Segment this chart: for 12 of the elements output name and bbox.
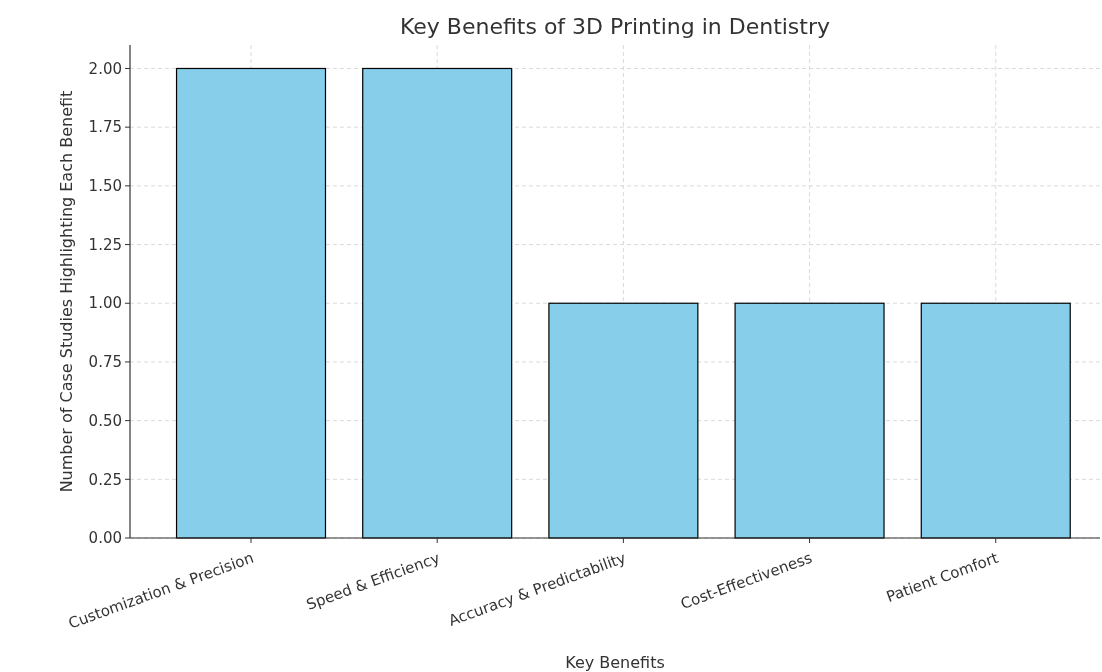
y-tick-label: 2.00 [88, 59, 122, 78]
x-axis-title: Key Benefits [565, 653, 665, 672]
y-tick-label: 1.75 [88, 118, 122, 137]
y-tick-label: 0.25 [88, 470, 122, 489]
y-tick-label: 1.00 [88, 294, 122, 313]
y-tick-label: 0.50 [88, 411, 122, 430]
y-tick-label: 1.25 [88, 235, 122, 254]
y-axis-title: Number of Case Studies Highlighting Each Benefit [57, 90, 76, 493]
y-tick-label: 0.00 [88, 529, 122, 548]
chart-title: Key Benefits of 3D Printing in Dentistry [399, 14, 831, 39]
y-tick-label: 1.50 [88, 177, 122, 196]
y-tick-label: 0.75 [88, 353, 122, 372]
